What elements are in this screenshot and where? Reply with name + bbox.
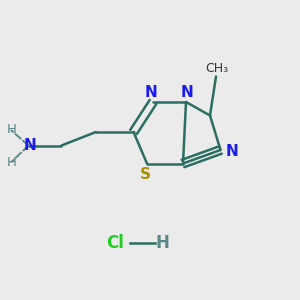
Text: Cl: Cl bbox=[106, 234, 124, 252]
Text: N: N bbox=[226, 144, 238, 159]
Text: H: H bbox=[7, 123, 16, 136]
Text: H: H bbox=[155, 234, 169, 252]
Text: N: N bbox=[181, 85, 194, 100]
Text: S: S bbox=[140, 167, 151, 182]
Text: N: N bbox=[145, 85, 158, 100]
Text: N: N bbox=[24, 138, 36, 153]
Text: H: H bbox=[7, 156, 16, 169]
Text: CH₃: CH₃ bbox=[205, 61, 229, 75]
